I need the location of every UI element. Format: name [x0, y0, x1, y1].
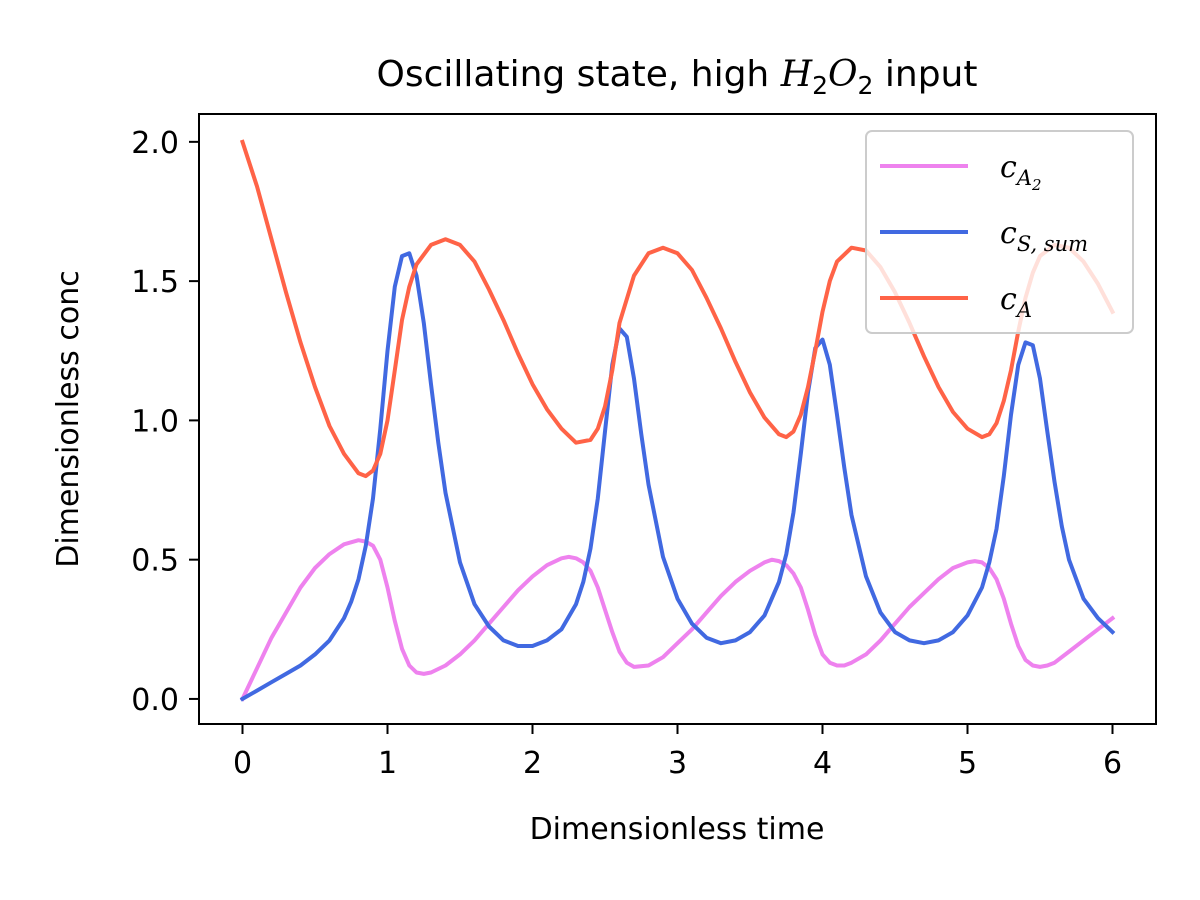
x-tick-label: 4 [813, 746, 832, 781]
x-tick-label: 3 [668, 746, 687, 781]
legend-label-cS: cS, sum [1000, 216, 1088, 256]
series-line-cS [239, 251, 1116, 702]
x-tick-label: 2 [523, 746, 542, 781]
x-tick-label: 5 [958, 746, 977, 781]
x-tick-label: 6 [1103, 746, 1122, 781]
y-axis: 0.0 0.5 1.0 1.5 2.0 [131, 126, 199, 718]
series-layer [239, 139, 1116, 702]
y-tick-label: 1.5 [131, 265, 179, 300]
x-tick-label: 1 [378, 746, 397, 781]
y-tick-label: 1.0 [131, 404, 179, 439]
chart-title: Oscillating state, high H2O2 input [377, 54, 978, 100]
y-tick-label: 0.0 [131, 683, 179, 718]
y-tick-label: 2.0 [131, 126, 179, 161]
legend-label-cA2: cA2 [1000, 150, 1042, 194]
x-axis: 0 1 2 3 4 5 6 [233, 724, 1122, 781]
x-tick-label: 0 [233, 746, 252, 781]
x-axis-label: Dimensionless time [530, 812, 825, 847]
legend-box [865, 130, 1134, 334]
series-line-cA2 [239, 538, 1116, 702]
y-axis-label: Dimensionless conc [51, 270, 86, 567]
y-tick-label: 0.5 [131, 544, 179, 579]
legend-label-cA: cA [1000, 282, 1032, 322]
series-line-cA [239, 139, 1116, 479]
legend: cA2 cS, sum cA [865, 130, 1134, 334]
